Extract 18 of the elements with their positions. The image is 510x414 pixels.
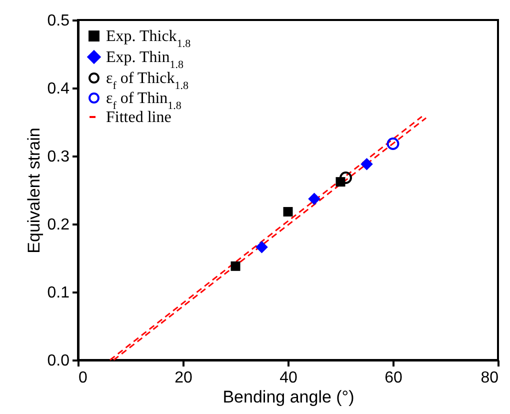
y-tick-label: 0.1 [47,284,70,302]
y-tick-label: 0.5 [47,12,70,30]
x-tick-label: 20 [174,370,192,386]
x-tick-label: 40 [280,370,298,386]
legend-label: ε$_{f}$ of Thick$_{1.8}$ [106,70,189,92]
x-tick-label: 80 [480,370,499,386]
y-axis-title: Equivalent strain [24,128,44,254]
y-tick-label: 0.4 [47,80,70,98]
y-tick-label: 0.0 [47,352,70,370]
legend-label: Fitted line [106,109,172,126]
x-tick-label: 0 [78,370,88,386]
y-tick-label: 0.3 [47,148,70,166]
x-axis-title: Bending angle (°) [222,388,354,406]
y-tick-label: 0.2 [47,216,70,234]
legend-label: Exp. Thin$_{1.8}$ [106,49,184,71]
x-tick-label: 60 [384,370,402,386]
legend-label: ε$_{f}$ of Thin$_{1.8}$ [106,90,182,112]
legend-label: Exp. Thick$_{1.8}$ [106,28,192,50]
